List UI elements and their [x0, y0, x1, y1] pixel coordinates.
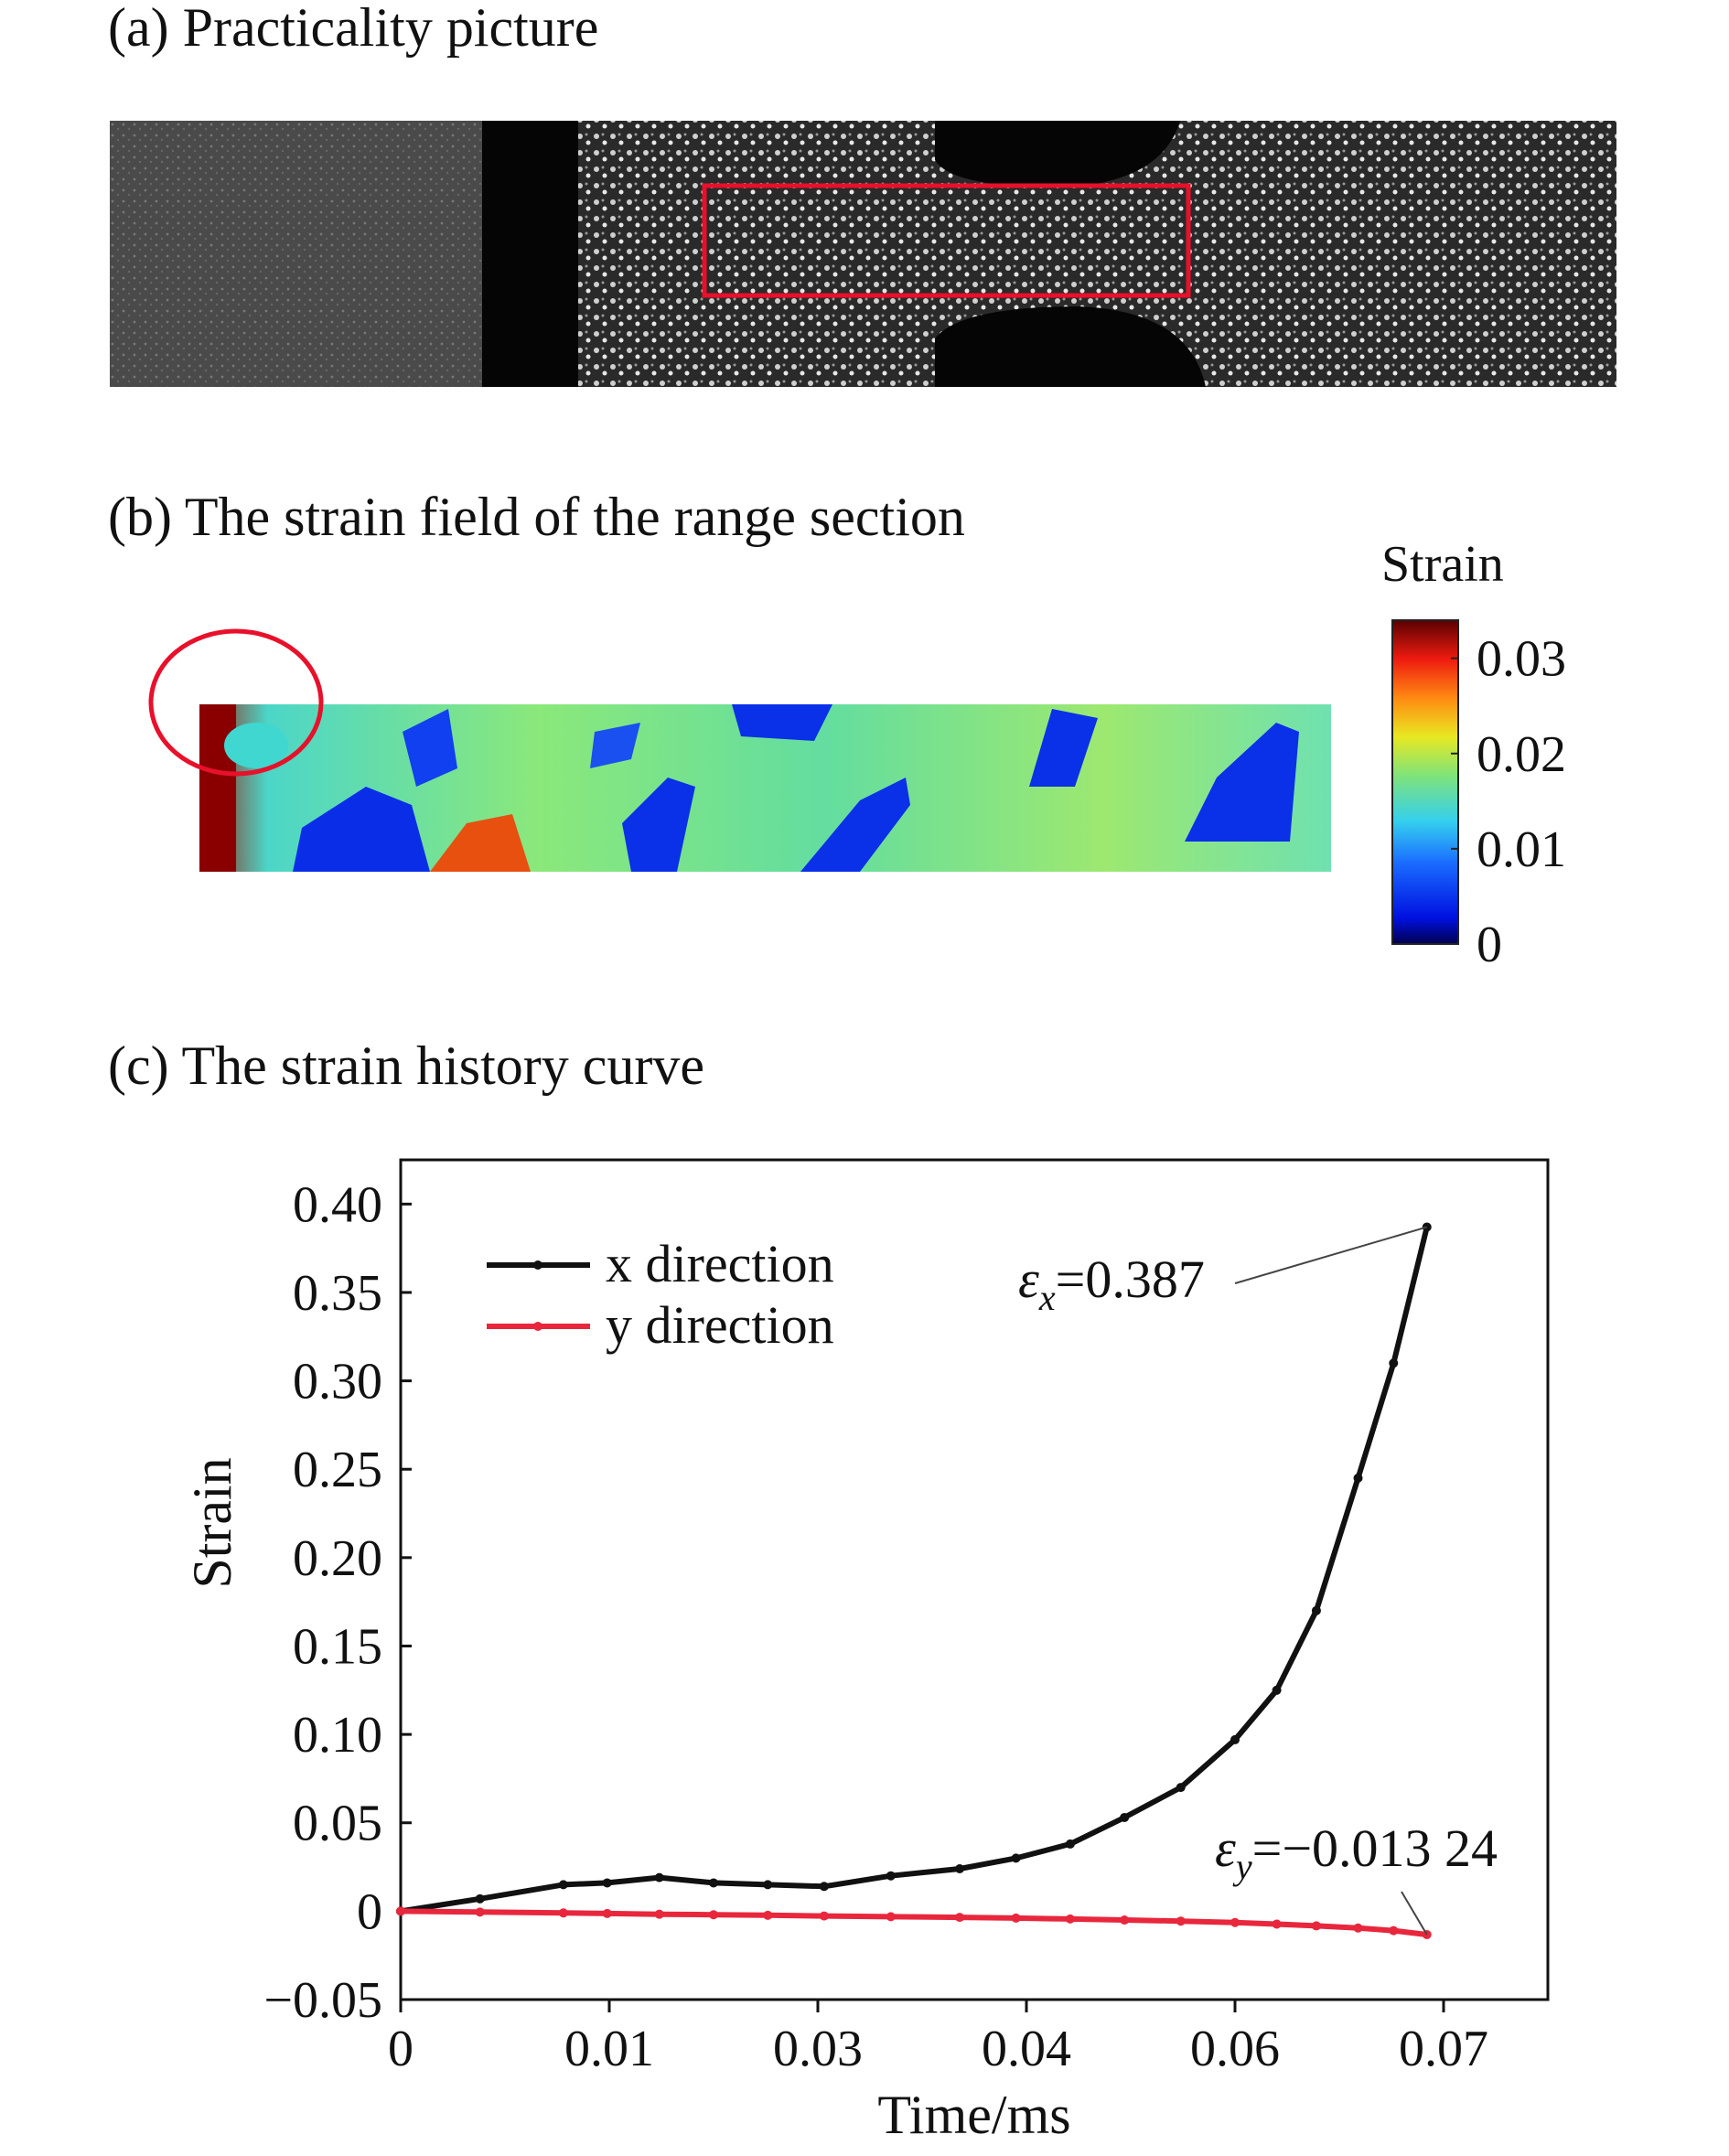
photo: [110, 121, 1616, 387]
y-tick-label: 0.40: [293, 1176, 382, 1233]
series-point: [1272, 1685, 1282, 1695]
colorbar-tick-label: 0: [1477, 917, 1502, 973]
annotation: εx=0.387: [1018, 1250, 1205, 1318]
series-point: [1120, 1812, 1130, 1822]
x-tick-label: 0.07: [1399, 2021, 1488, 2077]
series-point: [1011, 1853, 1021, 1863]
series-point: [558, 1908, 568, 1918]
series-point: [955, 1863, 965, 1873]
series-point: [1065, 1914, 1075, 1924]
annotation-symbol: ε: [1018, 1250, 1039, 1309]
plot-frame: [399, 1158, 1550, 2001]
series-point: [1120, 1915, 1130, 1925]
y-tick-label: 0.30: [293, 1354, 382, 1411]
x-tick-label: 0.01: [564, 2021, 654, 2077]
series-point: [1389, 1358, 1399, 1368]
series-line: [400, 1908, 1428, 1937]
x-tick-label: 0.04: [982, 2021, 1071, 2077]
panel-title: (b) The strain field of the range sectio…: [108, 487, 965, 547]
series-point: [1272, 1919, 1282, 1929]
series-point: [886, 1912, 896, 1922]
series-point: [1311, 1605, 1321, 1615]
legend-label: x direction: [606, 1234, 834, 1293]
series-point: [1230, 1917, 1240, 1927]
series-point: [558, 1880, 568, 1890]
series-point: [654, 1909, 664, 1919]
series-point: [475, 1893, 485, 1904]
colorbar-tick-label: 0.01: [1477, 821, 1566, 878]
series-point: [1389, 1925, 1399, 1936]
y-tick-label: −0.05: [263, 1972, 382, 2029]
series-point: [602, 1908, 612, 1918]
panel-title: (c) The strain history curve: [108, 1035, 704, 1096]
series-point: [1011, 1913, 1021, 1923]
panel-title: (a) Practicality picture: [108, 0, 598, 58]
annotation-leader: [1234, 1226, 1428, 1284]
series-line: [400, 1226, 1430, 1915]
annotation-text: =−0.013 24: [1252, 1818, 1498, 1878]
strain-field: [148, 628, 1331, 872]
colorbar-title: Strain: [1381, 536, 1504, 593]
legend-label: y direction: [606, 1295, 834, 1355]
annotation-symbol: ε: [1215, 1818, 1236, 1878]
x-tick-label: 0.06: [1190, 2021, 1280, 2077]
y-tick-label: 0.15: [293, 1618, 382, 1675]
legend-marker: [533, 1260, 542, 1270]
series-point: [886, 1871, 896, 1881]
colorbar-tick-label: 0.02: [1477, 726, 1566, 783]
y-tick-label: 0.25: [293, 1442, 382, 1498]
annotation: εy=−0.013 24: [1215, 1818, 1498, 1887]
series-point: [1311, 1921, 1321, 1931]
series-point: [475, 1907, 485, 1917]
y-tick-label: 0: [357, 1883, 382, 1940]
series-point: [763, 1910, 773, 1920]
series-point: [1065, 1839, 1075, 1849]
y-tick-label: 0.35: [293, 1265, 382, 1322]
series-point: [1176, 1783, 1186, 1793]
annotation-subscript: x: [1038, 1277, 1056, 1318]
y-tick-label: 0.10: [293, 1707, 382, 1764]
series-point: [819, 1882, 829, 1892]
x-axis-label: Time/ms: [877, 2085, 1070, 2145]
series-point: [654, 1872, 664, 1882]
y-axis-label: Strain: [182, 1457, 242, 1588]
series-point: [819, 1911, 829, 1921]
series-point: [709, 1878, 718, 1888]
series-point: [1353, 1923, 1363, 1933]
x-tick-label: 0.03: [773, 2021, 863, 2077]
series-point: [955, 1913, 965, 1923]
series-point: [602, 1878, 612, 1888]
series-point: [1353, 1473, 1363, 1483]
annotation-leader: [1401, 1891, 1428, 1936]
series-point: [709, 1910, 718, 1920]
annotation-subscript: y: [1232, 1846, 1252, 1887]
series-point: [1230, 1734, 1240, 1744]
x-tick-label: 0: [388, 2021, 413, 2077]
series-point: [763, 1880, 773, 1890]
y-tick-label: 0.20: [293, 1530, 382, 1587]
series-point: [396, 1906, 405, 1916]
colorbar-tick-label: 0.03: [1477, 631, 1566, 688]
legend-marker: [533, 1322, 542, 1331]
series-point: [1176, 1916, 1186, 1926]
colorbar: [1391, 619, 1459, 945]
y-tick-label: 0.05: [293, 1796, 382, 1852]
annotation-text: =0.387: [1056, 1250, 1205, 1309]
